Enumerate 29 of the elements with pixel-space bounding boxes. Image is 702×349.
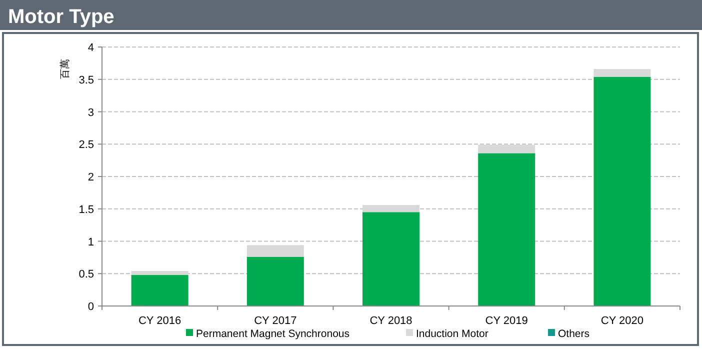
y-axis-title: 百萬 (59, 59, 71, 79)
bar (362, 204, 420, 212)
x-tick-label: CY 2019 (485, 315, 528, 327)
legend-label: Induction Motor (416, 328, 489, 340)
x-tick-label: CY 2020 (600, 315, 644, 327)
bar (362, 212, 420, 306)
y-tick-label: 0 (88, 301, 94, 313)
bar (594, 69, 651, 77)
y-tick-label: 3.5 (78, 74, 94, 86)
bar (246, 245, 304, 257)
y-tick-label: 0.5 (78, 268, 94, 281)
legend-label: Permanent Magnet Synchronous (196, 328, 350, 340)
bar (246, 256, 304, 306)
y-tick-label: 1.5 (78, 204, 94, 216)
chart-title: Motor Type (8, 6, 114, 28)
x-tick-label: CY 2016 (138, 315, 182, 327)
y-tick-label: 3 (88, 106, 94, 119)
bar (131, 271, 188, 275)
bar (478, 144, 536, 154)
bar (131, 274, 188, 306)
y-tick-label: 2.5 (78, 139, 94, 152)
x-tick-label: CY 2017 (254, 315, 297, 327)
bar (478, 153, 536, 306)
y-tick-label: 4 (88, 42, 94, 54)
y-tick-label: 2 (88, 172, 94, 184)
legend-label: Others (558, 328, 590, 340)
bar (594, 76, 651, 306)
y-tick-label: 1 (88, 236, 94, 248)
x-tick-label: CY 2018 (370, 315, 412, 327)
